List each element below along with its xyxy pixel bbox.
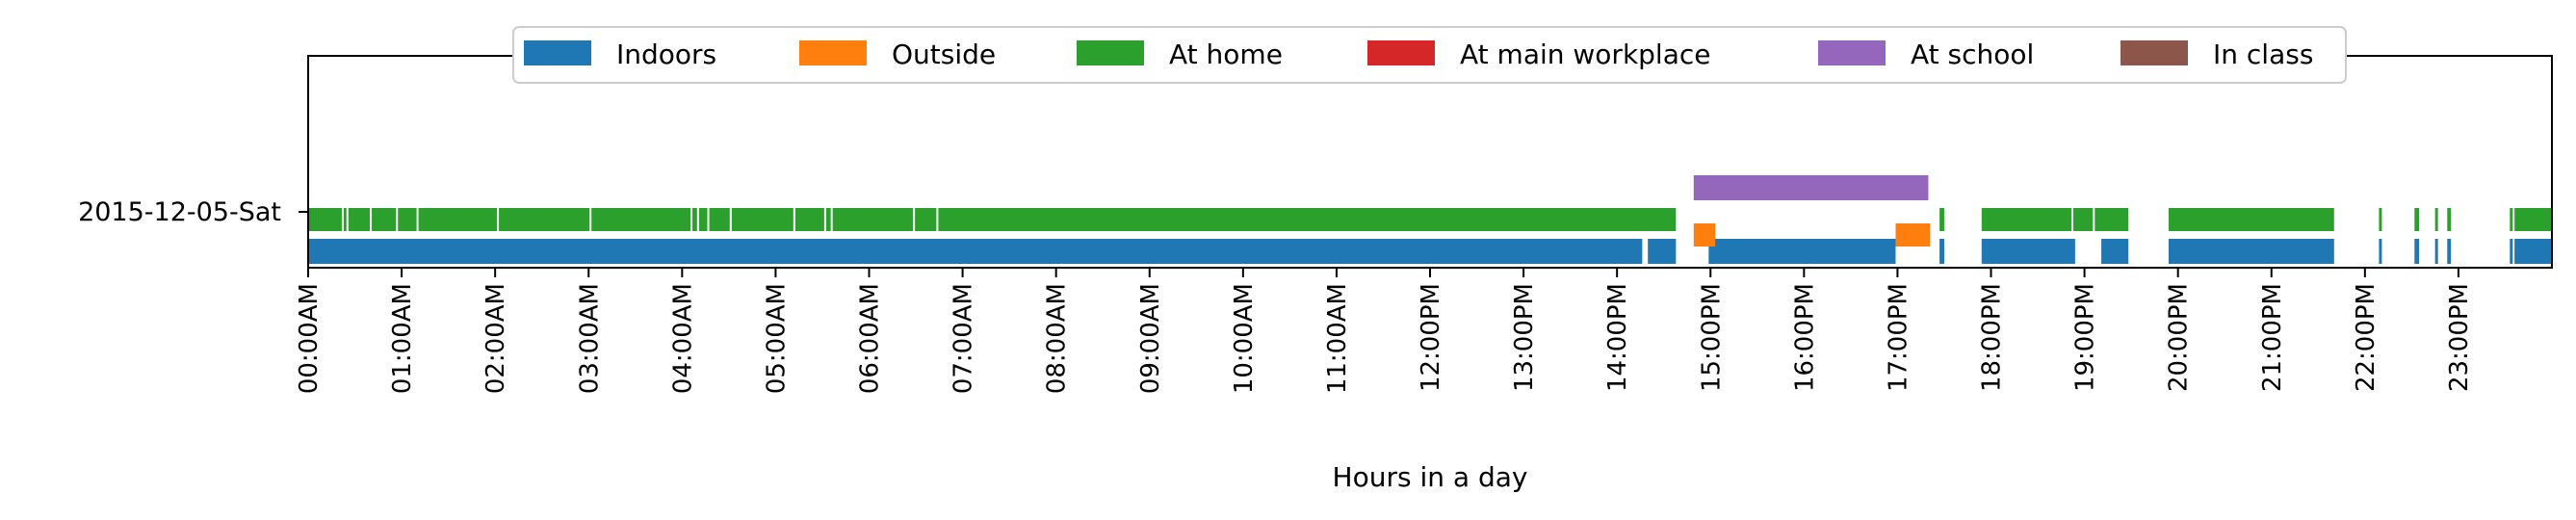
chart-marks xyxy=(308,175,2552,264)
x-tick-label: 04:00AM xyxy=(668,283,697,394)
bar-indoors xyxy=(1939,239,1944,264)
bar-gap xyxy=(416,208,419,231)
x-tick-label: 13:00PM xyxy=(1510,283,1539,392)
legend-swatch-indoors xyxy=(524,40,591,65)
legend-swatch-in-class xyxy=(2121,40,2188,65)
bar-at-home xyxy=(1981,208,2129,231)
legend-swatch-at-school xyxy=(1818,40,1886,65)
bar-gap xyxy=(690,208,693,231)
bar-gap xyxy=(341,208,344,231)
x-tick-label: 05:00AM xyxy=(762,283,791,394)
bar-indoors xyxy=(2447,239,2452,264)
bar-at-home xyxy=(2379,208,2382,231)
bar-indoors xyxy=(2514,239,2552,264)
bar-at-home xyxy=(2514,208,2552,231)
bar-gap xyxy=(2093,208,2095,231)
x-tick-label: 07:00AM xyxy=(950,283,978,394)
x-tick-label: 06:00AM xyxy=(856,283,885,394)
bar-gap xyxy=(823,208,826,231)
bar-indoors xyxy=(1981,239,2075,264)
legend-label-at-home: At home xyxy=(1169,39,1283,70)
x-tick-label: 08:00AM xyxy=(1043,283,1072,394)
x-tick-label: 18:00PM xyxy=(1978,283,2007,392)
x-tick-label: 15:00PM xyxy=(1697,283,1726,392)
bar-indoors xyxy=(2414,239,2420,264)
x-tick-label: 23:00PM xyxy=(2445,283,2474,392)
legend-label-indoors: Indoors xyxy=(616,39,716,70)
legend: Indoors Outside At home At main workplace At… xyxy=(512,26,2347,84)
bar-gap xyxy=(793,208,795,231)
bar-at-school xyxy=(1693,175,1929,200)
bar-outside xyxy=(1693,223,1716,247)
x-tick-label: 14:00PM xyxy=(1603,283,1632,392)
y-tick-label: 2015-12-05-Sat xyxy=(78,197,281,227)
y-axis: 2015-12-05-Sat xyxy=(78,197,308,227)
bar-gap xyxy=(696,208,699,231)
legend-label-at-school: At school xyxy=(1911,39,2034,70)
bar-at-home xyxy=(308,208,1677,231)
x-tick-label: 22:00PM xyxy=(2352,283,2381,392)
bar-gap xyxy=(346,208,349,231)
legend-label-at-main-workplace: At main workplace xyxy=(1460,39,1711,70)
bar-gap xyxy=(830,208,833,231)
bar-indoors xyxy=(308,239,1643,264)
bar-at-home xyxy=(2434,208,2438,231)
bar-gap xyxy=(370,208,373,231)
legend-swatch-outside xyxy=(799,40,867,65)
x-tick-label: 00:00AM xyxy=(295,283,324,394)
bar-gap xyxy=(2070,208,2073,231)
legend-label-outside: Outside xyxy=(892,39,996,70)
x-tick-label: 17:00PM xyxy=(1884,283,1912,392)
x-tick-label: 11:00AM xyxy=(1323,283,1352,394)
bar-indoors xyxy=(2168,239,2334,264)
bar-indoors xyxy=(2101,239,2129,264)
x-tick-label: 03:00AM xyxy=(575,283,604,394)
x-tick-label: 09:00AM xyxy=(1136,283,1165,394)
bar-gap xyxy=(936,208,939,231)
x-tick-label: 21:00PM xyxy=(2258,283,2287,392)
bar-gap xyxy=(497,208,500,231)
bar-indoors xyxy=(2510,239,2513,264)
plot-frame xyxy=(307,55,2553,269)
bar-indoors xyxy=(1648,239,1677,264)
x-tick-label: 19:00PM xyxy=(2071,283,2100,392)
bar-gap xyxy=(396,208,399,231)
legend-swatch-at-home xyxy=(1077,40,1144,65)
bar-gap xyxy=(729,208,732,231)
x-tick-label: 20:00PM xyxy=(2165,283,2194,392)
bar-gap xyxy=(707,208,710,231)
x-tick-label: 12:00PM xyxy=(1417,283,1445,392)
legend-label-in-class: In class xyxy=(2213,39,2313,70)
bar-at-home xyxy=(2510,208,2513,231)
bar-at-home xyxy=(2168,208,2334,231)
x-axis-label: Hours in a day xyxy=(1333,461,1528,493)
x-tick-label: 10:00AM xyxy=(1230,283,1259,394)
bar-at-home xyxy=(2447,208,2452,231)
bar-indoors xyxy=(1708,239,1896,264)
bar-indoors xyxy=(2434,239,2438,264)
x-tick-label: 01:00AM xyxy=(388,283,417,394)
bar-outside xyxy=(1895,223,1931,247)
bar-at-home xyxy=(2414,208,2420,231)
bar-gap xyxy=(589,208,592,231)
x-tick-label: 16:00PM xyxy=(1790,283,1819,392)
x-axis: 00:00AM 01:00AM 02:00AM 03:00AM 04:00AM 05:00… xyxy=(295,268,2474,394)
bar-indoors xyxy=(2379,239,2382,264)
legend-swatch-at-main-workplace xyxy=(1367,40,1435,65)
x-tick-label: 02:00AM xyxy=(481,283,510,394)
bar-at-home xyxy=(1939,208,1944,231)
bar-gap xyxy=(913,208,916,231)
